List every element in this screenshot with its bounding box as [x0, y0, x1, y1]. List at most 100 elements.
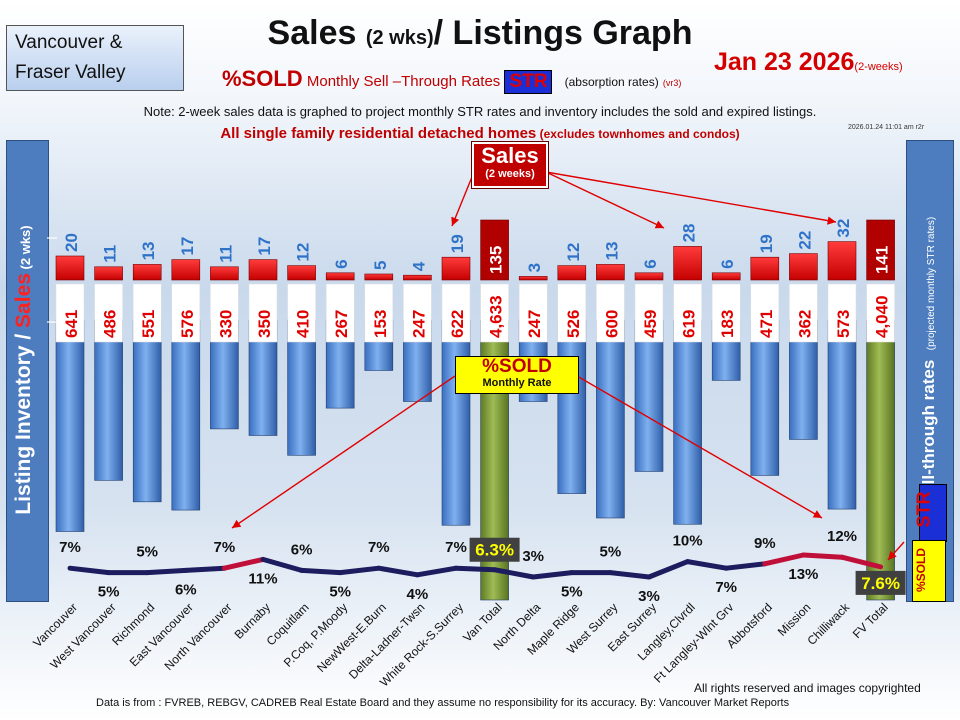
category-label: Mission [775, 600, 814, 639]
date-suffix: (2-weeks) [854, 61, 903, 73]
str-line-segment [414, 565, 459, 578]
str-value-label: 6.3% [475, 541, 514, 560]
inventory-value-label: 551 [139, 310, 158, 338]
inventory-value-label: 526 [564, 310, 583, 338]
sales-value-label: 28 [680, 223, 699, 242]
inventory-bar [287, 319, 316, 456]
inventory-label-box [171, 283, 201, 343]
left-axis-panel [6, 140, 49, 602]
sales-value-label: 141 [873, 246, 892, 274]
str-line-segment [67, 565, 112, 576]
sales-value-label: 32 [834, 219, 853, 238]
inventory-value-label: 622 [448, 310, 467, 338]
sales-value-label: 11 [101, 245, 120, 263]
sales-bar [827, 241, 857, 281]
chart-scope: All single family residential detached h… [0, 125, 960, 142]
category-label: FV Total [850, 600, 891, 641]
str-value-label: 5% [600, 544, 622, 561]
sales-value-label: 6 [332, 259, 351, 268]
str-value-label: 7% [715, 579, 737, 596]
inventory-value-label: 641 [62, 310, 81, 338]
date-text: Jan 23 2026 [714, 48, 855, 76]
inventory-bar [750, 319, 780, 476]
inventory-label-box [248, 283, 278, 343]
chart-title: Sales (2 wks)/ Listings Graph [0, 14, 960, 53]
str-total-box [469, 537, 520, 562]
sales-bar [210, 266, 239, 281]
sales-value-label: 135 [487, 246, 506, 274]
str-line-segment [839, 554, 884, 570]
inventory-value-label: 153 [371, 310, 390, 338]
str-value-label: 13% [788, 566, 818, 583]
timestamp: 2026.01.24 11:01 am r2r [848, 124, 925, 131]
inventory-label-box [518, 283, 548, 343]
sold-callout: %SOLD Monthly Rate [455, 356, 579, 394]
inventory-value-label: 600 [602, 310, 621, 338]
str-value-label: 7% [445, 539, 467, 556]
region-box: Vancouver & Fraser Valley [6, 25, 184, 91]
sales-bar [441, 256, 471, 281]
inventory-label-box [325, 283, 355, 343]
inventory-bar [94, 319, 123, 481]
inventory-bar [441, 319, 471, 526]
str-value-label: 5% [329, 584, 351, 601]
category-label: West Vancouver [47, 600, 118, 671]
inventory-value-label: 362 [795, 310, 814, 338]
title-small: (2 wks) [365, 27, 434, 49]
sold-callout-title: %SOLD [482, 356, 552, 377]
sales-value-label: 17 [178, 237, 197, 256]
scope-main: All single family residential detached h… [220, 125, 537, 142]
inventory-value-label: 183 [718, 310, 737, 338]
sales-bar [364, 273, 394, 281]
sales-bar [596, 264, 625, 281]
sales-bar [248, 259, 278, 281]
str-line-segment [221, 556, 266, 571]
sales-value-label: 3 [525, 263, 544, 272]
subtitle-version: (vr3) [662, 78, 682, 88]
inventory-label-box [287, 283, 316, 343]
str-value-label: 6% [291, 541, 313, 558]
sales-value-label: 11 [216, 245, 235, 263]
str-line-segment [299, 567, 343, 576]
sales-bar [866, 219, 895, 281]
category-label: North Vancouver [162, 600, 235, 673]
subtitle-after: (absorption rates) [564, 75, 659, 89]
str-value-label: 7% [214, 539, 236, 556]
str-line-segment [685, 559, 729, 571]
callout-arrow [545, 171, 837, 225]
str-value-label: 7% [59, 539, 81, 556]
str-line [67, 552, 884, 580]
sales-bar [94, 266, 123, 281]
str-line-segment [646, 559, 691, 580]
callout-arrow [887, 541, 905, 561]
subtitle-str-badge: STR [504, 70, 553, 95]
inventory-value-label: 4,633 [487, 295, 506, 338]
callout-arrow [545, 171, 665, 229]
sales-bar [132, 264, 162, 281]
sales-callout: Sales (2 weeks) [471, 141, 549, 189]
inventory-label-box [711, 283, 741, 343]
inventory-value-label: 619 [680, 310, 699, 338]
str-value-label: 7.6% [861, 574, 900, 593]
sales-value-label: 12 [564, 243, 583, 262]
inventory-label-box [866, 283, 895, 343]
inventory-value-label: 330 [216, 310, 235, 338]
inventory-label-box [441, 283, 471, 343]
sales-bar [325, 272, 355, 281]
inventory-bar [55, 319, 85, 532]
sales-bar [557, 265, 587, 281]
inventory-bar [132, 319, 162, 503]
inventory-label-box [480, 283, 509, 343]
inventory-label-box [55, 283, 85, 343]
category-label: NewWest-E.Burn [314, 600, 389, 675]
sales-bar [750, 256, 780, 281]
sales-bar [518, 276, 548, 281]
region-line-1: Vancouver & [15, 32, 123, 53]
sales-value-label: 20 [62, 233, 81, 252]
inventory-bar [171, 319, 201, 511]
str-value-label: 4% [407, 586, 429, 603]
str-value-label: 3% [638, 588, 660, 605]
sold-callout-sub: Monthly Rate [482, 377, 552, 389]
inventory-label-box [596, 283, 625, 343]
